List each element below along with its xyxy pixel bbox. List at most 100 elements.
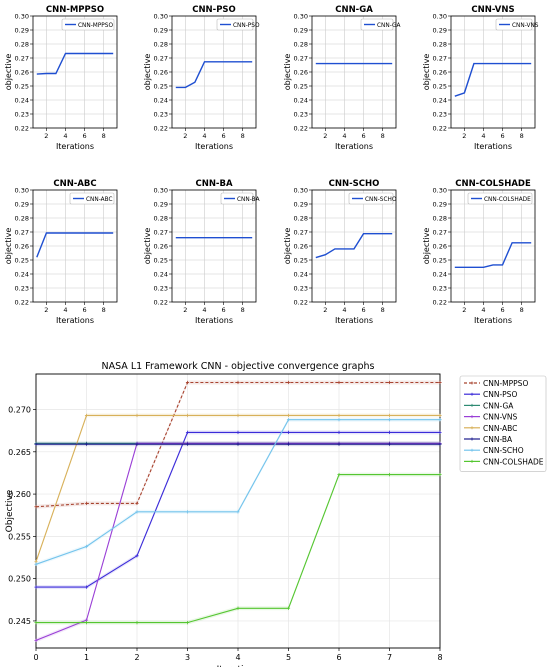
data-point xyxy=(236,430,240,434)
data-point xyxy=(286,606,291,610)
panel-title: CNN-BA xyxy=(195,179,232,189)
data-point xyxy=(438,418,442,422)
y-tick-label: 0.25 xyxy=(154,257,168,265)
y-tick-label: 0.23 xyxy=(154,285,168,293)
y-tick-label: 0.23 xyxy=(15,111,29,119)
x-axis-label: Iterations xyxy=(474,142,512,151)
panel-cnn-scho: 0.22 0.23 0.24 0.25 0.26 0.27 0.28 0.29 0.30 2 4 6 8… xyxy=(283,179,397,325)
data-point xyxy=(387,418,392,422)
x-tick-label: 2 xyxy=(462,306,466,314)
legend-label: CNN-ABC xyxy=(483,424,517,433)
legend-box xyxy=(61,18,115,31)
legend-label: CNN-VNS xyxy=(483,413,517,422)
y-tick-label: 0.260 xyxy=(8,490,31,499)
x-tick-label: 4 xyxy=(235,653,240,662)
data-point xyxy=(185,380,190,385)
y-tick-label: 0.25 xyxy=(433,257,447,265)
data-point xyxy=(84,621,89,625)
y-tick-label: 0.29 xyxy=(15,201,29,209)
y-tick-label: 0.29 xyxy=(433,201,447,209)
data-point xyxy=(135,554,139,558)
legend-marker xyxy=(470,448,474,452)
y-axis-label: objective xyxy=(283,54,292,91)
x-tick-label: 1 xyxy=(84,653,89,662)
y-tick-label: 0.26 xyxy=(15,69,29,77)
y-tick-label: 0.22 xyxy=(15,299,29,307)
data-point xyxy=(387,473,392,477)
y-axis-label: objective xyxy=(422,228,431,265)
x-tick-label: 8 xyxy=(437,653,442,662)
data-point xyxy=(337,418,341,422)
data-point xyxy=(185,413,190,418)
y-tick-label: 0.28 xyxy=(294,41,308,49)
y-tick-label: 0.250 xyxy=(8,575,31,584)
data-point xyxy=(286,418,291,422)
x-tick-label: 4 xyxy=(342,132,346,140)
y-axis-label: Objective xyxy=(5,489,15,532)
y-tick-label: 0.25 xyxy=(294,83,308,91)
data-point xyxy=(34,638,38,642)
legend-label: CNN-MPPSO xyxy=(78,23,113,29)
legend-marker xyxy=(470,403,474,407)
legend-box xyxy=(467,192,533,205)
legend-label: CNN-COLSHADE xyxy=(483,457,544,466)
y-tick-label: 0.24 xyxy=(15,271,29,279)
data-point xyxy=(34,585,38,589)
x-tick-label: 8 xyxy=(102,306,106,314)
chart-title: NASA L1 Framework CNN - objective conver… xyxy=(101,361,374,372)
x-axis-label: Iterations xyxy=(56,316,94,325)
series-cnn-mppso xyxy=(34,380,442,509)
x-tick-label: 8 xyxy=(381,132,385,140)
y-tick-label: 0.29 xyxy=(433,27,447,35)
y-tick-label: 0.265 xyxy=(8,448,31,457)
x-tick-label: 6 xyxy=(500,132,504,140)
data-point xyxy=(387,442,392,446)
x-tick-label: 8 xyxy=(241,132,245,140)
panel-cnn-abc: 0.22 0.23 0.24 0.25 0.26 0.27 0.28 0.29 0.30 2 4 6 8… xyxy=(4,179,118,325)
legend-box xyxy=(360,18,394,31)
series-line-cnn-mppso xyxy=(36,52,114,75)
y-tick-label: 0.27 xyxy=(15,55,29,63)
combined-chart: 0.245 0.250 0.255 0.260 0.265 0.270 0 1 2 3 4 5 6 7 8 N… xyxy=(5,361,547,667)
data-point xyxy=(438,430,442,434)
y-tick-label: 0.22 xyxy=(154,299,168,307)
legend-label: CNN-PSO xyxy=(233,23,260,29)
data-point xyxy=(135,621,139,625)
y-tick-label: 0.28 xyxy=(433,215,447,223)
x-tick-label: 2 xyxy=(183,132,187,140)
x-tick-label: 6 xyxy=(361,306,365,314)
y-tick-label: 0.255 xyxy=(8,532,31,541)
y-tick-label: 0.29 xyxy=(294,27,308,35)
legend-label: CNN-MPPSO xyxy=(483,379,528,388)
x-tick-label: 8 xyxy=(241,306,245,314)
panel-cnn-mppso: 0.22 0.23 0.24 0.25 0.26 0.27 0.28 0.29 0.30 2 4 6 8… xyxy=(4,5,118,151)
y-tick-label: 0.30 xyxy=(154,13,168,21)
x-tick-label: 4 xyxy=(202,132,206,140)
y-tick-label: 0.25 xyxy=(15,83,29,91)
y-axis-label: objective xyxy=(422,54,431,91)
y-tick-label: 0.23 xyxy=(294,111,308,119)
y-tick-label: 0.22 xyxy=(433,299,447,307)
y-tick-label: 0.22 xyxy=(294,299,308,307)
x-tick-label: 2 xyxy=(183,306,187,314)
legend-box xyxy=(216,18,254,31)
legend-label: CNN-SCHO xyxy=(365,197,397,203)
data-point xyxy=(135,510,139,514)
series-shade xyxy=(36,417,440,567)
data-point xyxy=(387,413,392,418)
data-point xyxy=(236,606,240,610)
y-tick-label: 0.24 xyxy=(433,271,447,279)
x-axis-label: Iterations xyxy=(217,665,260,667)
legend-box xyxy=(459,375,547,472)
y-tick-label: 0.30 xyxy=(294,13,308,21)
y-tick-label: 0.26 xyxy=(433,69,447,77)
data-point xyxy=(135,501,139,505)
x-axis-label: Iterations xyxy=(335,316,373,325)
data-point xyxy=(135,442,139,446)
x-tick-label: 6 xyxy=(221,306,225,314)
y-tick-label: 0.30 xyxy=(294,187,308,195)
x-axis-label: Iterations xyxy=(195,142,233,151)
y-tick-label: 0.25 xyxy=(433,83,447,91)
y-tick-label: 0.27 xyxy=(433,229,447,237)
